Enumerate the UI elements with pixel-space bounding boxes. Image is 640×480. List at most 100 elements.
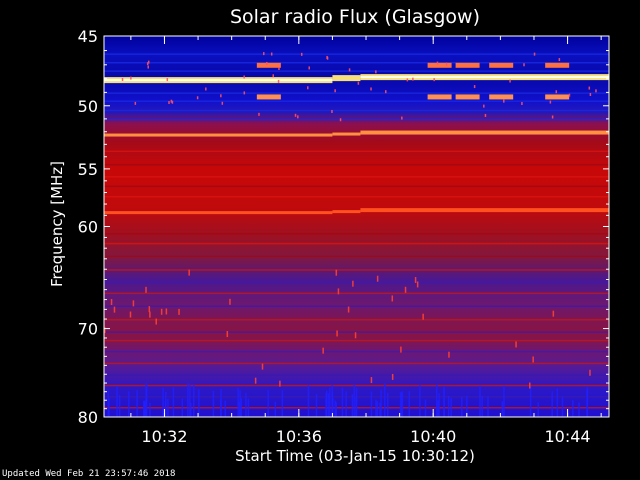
rfi-speck bbox=[335, 269, 338, 276]
interference-streak bbox=[351, 394, 354, 417]
spectral-stripe bbox=[104, 281, 609, 284]
rfi-speck bbox=[155, 318, 157, 325]
y-tick-label: 80 bbox=[78, 408, 98, 427]
interference-streak bbox=[401, 391, 404, 417]
y-tick-label: 60 bbox=[78, 218, 98, 237]
rfi-speck bbox=[406, 78, 409, 82]
rfi-speck bbox=[509, 79, 511, 83]
bright-band bbox=[332, 210, 361, 214]
interference-streak bbox=[537, 402, 539, 417]
rfi-speck bbox=[170, 99, 173, 103]
rfi-speck bbox=[326, 56, 329, 60]
spectral-stripe bbox=[104, 269, 609, 271]
y-tick-label: 50 bbox=[78, 97, 98, 116]
rfi-speck bbox=[384, 90, 387, 94]
rfi-speck bbox=[370, 87, 372, 91]
rfi-speck bbox=[168, 101, 170, 105]
interference-streak bbox=[399, 391, 402, 417]
interference-streak bbox=[479, 385, 481, 417]
rfi-speck bbox=[279, 380, 281, 387]
rfi-speck bbox=[404, 286, 407, 293]
bright-band bbox=[360, 208, 609, 213]
interference-streak bbox=[408, 391, 410, 417]
interference-streak bbox=[551, 391, 553, 417]
interference-streak bbox=[345, 391, 347, 417]
rfi-speck bbox=[300, 52, 303, 56]
y-tick-label: 45 bbox=[78, 27, 98, 46]
interference-streak bbox=[247, 398, 250, 417]
spectral-stripe bbox=[104, 339, 609, 342]
rfi-speck bbox=[370, 377, 373, 384]
interference-streak bbox=[167, 398, 169, 417]
interference-streak bbox=[487, 396, 489, 417]
rfi-speck bbox=[348, 68, 351, 72]
interference-streak bbox=[384, 383, 386, 417]
rfi-speck bbox=[110, 299, 113, 306]
rfi-speck bbox=[171, 100, 174, 104]
interference-streak bbox=[327, 393, 330, 417]
spectral-stripe bbox=[104, 176, 609, 178]
rfi-speck bbox=[243, 75, 245, 79]
x-tick-label: 10:32 bbox=[141, 427, 187, 446]
interference-streak bbox=[450, 397, 452, 417]
interference-streak bbox=[329, 387, 331, 417]
interference-streak bbox=[572, 400, 574, 417]
y-axis: 45 50 55 60 70 80 bbox=[78, 27, 609, 427]
spectral-stripe bbox=[104, 255, 609, 258]
rfi-speck bbox=[558, 58, 561, 62]
spectral-stripe bbox=[104, 362, 609, 365]
burst-mark bbox=[427, 94, 452, 100]
rfi-speck bbox=[589, 369, 591, 376]
rfi-speck bbox=[552, 310, 555, 317]
rfi-speck bbox=[549, 100, 552, 104]
rfi-speck bbox=[261, 363, 264, 370]
rfi-speck bbox=[533, 52, 536, 56]
spectrogram-background bbox=[104, 36, 609, 417]
rfi-speck bbox=[270, 52, 273, 56]
rfi-speck bbox=[595, 89, 597, 93]
rfi-speck bbox=[165, 308, 168, 315]
spectral-stripe bbox=[104, 196, 609, 198]
interference-streak bbox=[556, 388, 559, 417]
interference-streak bbox=[335, 402, 338, 417]
rfi-speck bbox=[357, 81, 360, 85]
spectral-stripe bbox=[104, 92, 609, 94]
interference-streak bbox=[380, 389, 382, 417]
rfi-speck bbox=[529, 382, 531, 389]
rfi-speck bbox=[266, 61, 268, 65]
rfi-speck bbox=[297, 115, 299, 119]
y-tick-label: 55 bbox=[78, 160, 98, 179]
interference-streak bbox=[145, 384, 148, 417]
rfi-speck bbox=[134, 101, 137, 105]
rfi-speck bbox=[221, 101, 224, 105]
rfi-speck bbox=[130, 76, 132, 80]
interference-streak bbox=[315, 394, 318, 417]
interference-streak bbox=[189, 383, 191, 417]
spectral-stripe bbox=[104, 374, 609, 376]
bright-band bbox=[360, 130, 609, 135]
rfi-speck bbox=[334, 89, 336, 93]
rfi-speck bbox=[448, 351, 450, 358]
rfi-speck bbox=[147, 60, 150, 64]
x-tick-label: 10:44 bbox=[545, 427, 591, 446]
spectral-stripe bbox=[104, 150, 609, 153]
rfi-speck bbox=[220, 94, 222, 98]
burst-mark bbox=[455, 94, 480, 100]
interference-streak bbox=[162, 387, 164, 417]
rfi-speck bbox=[376, 275, 379, 282]
interference-streak bbox=[267, 390, 269, 417]
rfi-speck bbox=[422, 313, 424, 320]
burst-mark bbox=[545, 62, 570, 68]
rfi-speck bbox=[132, 300, 135, 307]
rfi-speck bbox=[483, 104, 485, 108]
rfi-speck bbox=[205, 87, 207, 91]
interference-streak bbox=[334, 400, 336, 417]
interference-streak bbox=[501, 401, 504, 417]
interference-streak bbox=[325, 390, 328, 417]
interference-streak bbox=[481, 395, 483, 417]
rfi-speck bbox=[347, 306, 350, 313]
interference-streak bbox=[443, 388, 445, 417]
spectral-stripe bbox=[104, 350, 609, 353]
rfi-speck bbox=[391, 373, 394, 380]
rfi-speck bbox=[146, 62, 149, 66]
